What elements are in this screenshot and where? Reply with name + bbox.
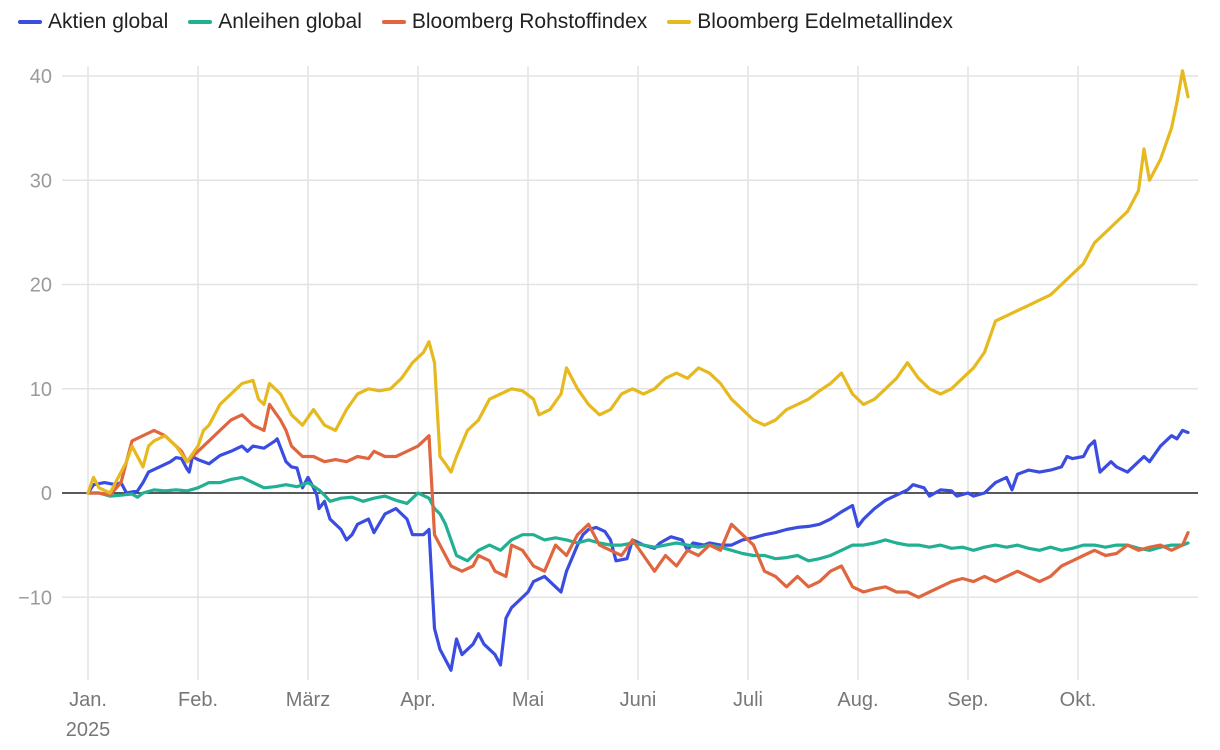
x-tick-sublabel: 2025 xyxy=(66,719,111,741)
legend-label-edelmetallindex: Bloomberg Edelmetallindex xyxy=(697,10,953,33)
legend-swatch-edelmetallindex xyxy=(667,20,692,24)
legend-label-anleihen-global: Anleihen global xyxy=(218,10,362,33)
series xyxy=(86,69,1190,672)
legend-item-aktien-global[interactable]: Aktien global xyxy=(18,10,168,34)
x-tick-label: März xyxy=(286,689,330,711)
x-tick-label: Apr. xyxy=(400,689,436,711)
x-tick-label: Okt. xyxy=(1060,689,1097,711)
series-line-anleihen-global[interactable] xyxy=(86,475,1190,563)
legend-swatch-aktien-global xyxy=(18,20,42,24)
series-line-bloomberg-edelmetallindex[interactable] xyxy=(86,69,1190,495)
series-line-aktien-global[interactable] xyxy=(86,428,1190,672)
grid xyxy=(62,66,1198,680)
legend-item-anleihen-global[interactable]: Anleihen global xyxy=(188,10,362,34)
x-tick-label: Jan. xyxy=(69,689,107,711)
x-tick-label: Juni xyxy=(620,689,657,711)
legend-label-aktien-global: Aktien global xyxy=(48,10,169,33)
y-tick-label: 30 xyxy=(30,170,52,192)
axes: 40 30 20 10 0 −10 Jan. 2025 Feb. März Apr. Mai Juni J… xyxy=(18,66,1198,741)
x-tick-label: Juli xyxy=(733,689,763,711)
legend-item-edelmetallindex[interactable]: Bloomberg Edelmetallindex xyxy=(667,10,953,34)
series-line-bloomberg-rohstoffindex[interactable] xyxy=(86,402,1190,599)
x-tick-label: Sep. xyxy=(947,689,988,711)
legend-label-rohstoffindex: Bloomberg Rohstoffindex xyxy=(411,10,648,33)
x-tick-label: Feb. xyxy=(178,689,218,711)
legend: Aktien global Anleihen global Bloomberg … xyxy=(18,10,953,34)
x-tick-label: Aug. xyxy=(837,689,878,711)
y-tick-label: −10 xyxy=(18,587,52,609)
legend-swatch-anleihen-global xyxy=(188,20,213,24)
x-tick-label: Mai xyxy=(512,689,544,711)
legend-item-rohstoffindex[interactable]: Bloomberg Rohstoffindex xyxy=(381,10,648,34)
y-tick-label: 10 xyxy=(30,379,52,401)
y-tick-label: 20 xyxy=(30,275,52,297)
legend-swatch-rohstoffindex xyxy=(381,20,406,24)
y-tick-label: 40 xyxy=(30,66,52,88)
y-tick-label: 0 xyxy=(41,483,52,505)
